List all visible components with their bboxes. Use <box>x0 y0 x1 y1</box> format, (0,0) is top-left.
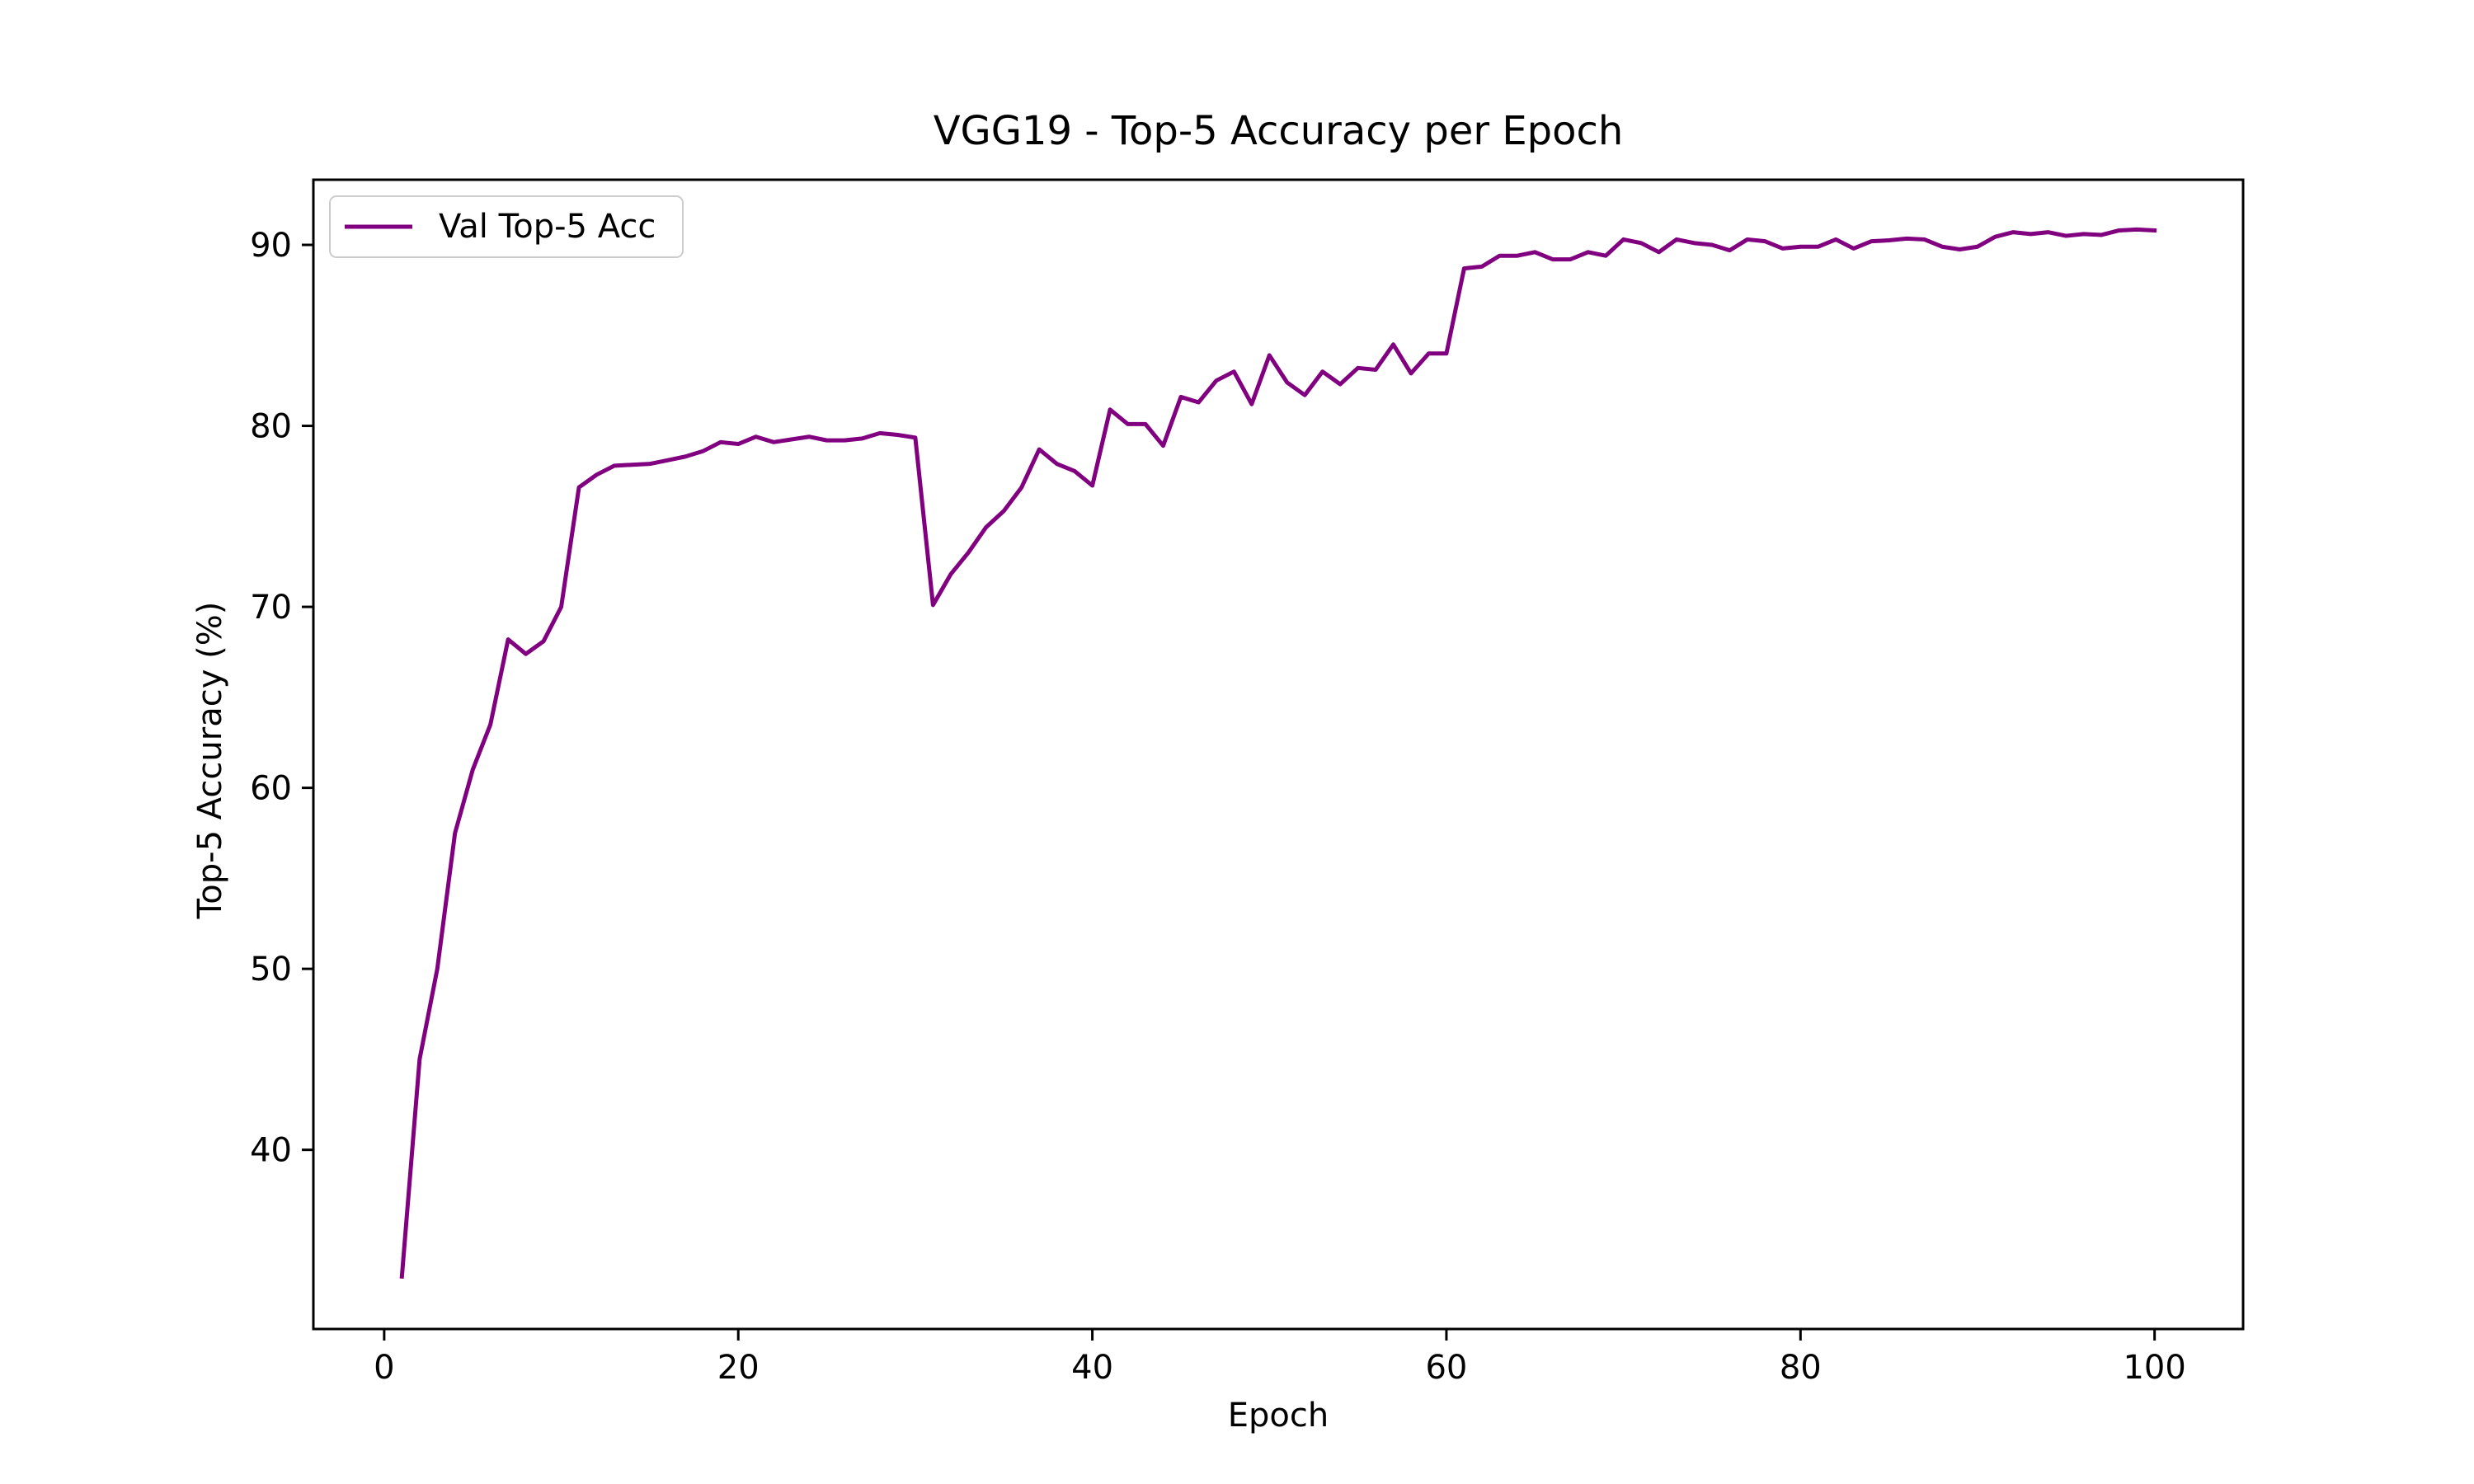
series-line-0 <box>399 227 2157 1280</box>
x-tick-label: 40 <box>1071 1349 1113 1387</box>
y-tick-label: 80 <box>250 408 292 446</box>
x-tick-label: 0 <box>374 1349 394 1387</box>
y-tick-label: 50 <box>250 951 292 989</box>
chart-title: VGG19 - Top-5 Accuracy per Epoch <box>934 108 1624 154</box>
axes-frame <box>312 178 2245 1331</box>
x-tick-label: 80 <box>1780 1349 1822 1387</box>
x-tick-label: 20 <box>717 1349 760 1387</box>
plot-area <box>399 227 2157 1280</box>
x-axis-label: Epoch <box>1228 1397 1329 1435</box>
y-tick-label: 40 <box>250 1132 292 1170</box>
y-axis-label: Top-5 Accuracy (%) <box>191 602 229 920</box>
y-tick-label: 70 <box>250 589 292 627</box>
legend-frame <box>329 195 684 258</box>
y-tick-label: 90 <box>250 227 292 265</box>
x-tick-label: 60 <box>1425 1349 1467 1387</box>
x-tick-label: 100 <box>2123 1349 2185 1387</box>
axes: 0 20 40 60 80 100 40 50 60 70 80 90 <box>250 178 2245 1387</box>
legend-label: Val Top-5 Acc <box>439 208 656 246</box>
y-tick-label: 60 <box>250 770 292 808</box>
legend: Val Top-5 Acc <box>329 195 684 258</box>
